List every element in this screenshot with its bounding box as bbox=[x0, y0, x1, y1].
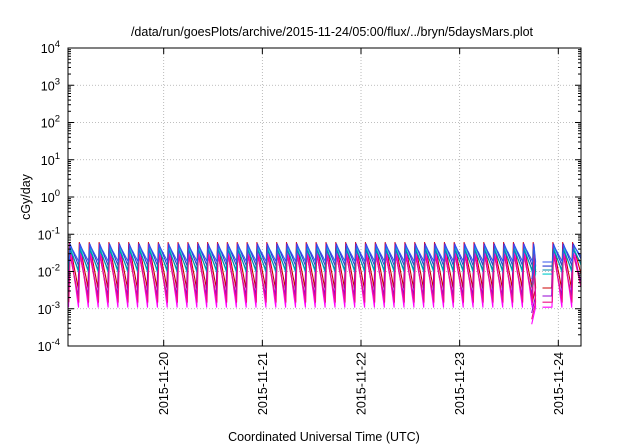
x-tick-label: 2015-11-22 bbox=[355, 352, 369, 415]
y-tick-label: 10-2 bbox=[38, 263, 60, 280]
chart-title: /data/run/goesPlots/archive/2015-11-24/0… bbox=[131, 25, 534, 39]
y-tick-label: 10-4 bbox=[38, 337, 60, 354]
y-axis-label: cGy/day bbox=[19, 173, 33, 220]
x-tick-label: 2015-11-23 bbox=[453, 352, 467, 415]
y-tick-label: 100 bbox=[41, 188, 60, 205]
x-tick-labels: 2015-11-20 2015-11-21 2015-11-22 2015-11-23… bbox=[157, 352, 566, 415]
y-tick-labels: 10-4 10-3 10-2 10-1 100 101 102 103 104 bbox=[38, 39, 60, 354]
y-tick-label: 101 bbox=[41, 151, 60, 168]
series-line bbox=[68, 244, 581, 280]
y-tick-label: 10-1 bbox=[38, 225, 60, 242]
x-tick-label: 2015-11-21 bbox=[256, 352, 270, 415]
y-tick-label: 103 bbox=[41, 76, 60, 93]
series-lines bbox=[68, 241, 581, 325]
y-tick-label: 104 bbox=[41, 39, 60, 56]
x-axis-label: Coordinated Universal Time (UTC) bbox=[228, 430, 420, 444]
axis-ticks bbox=[68, 47, 581, 347]
x-tick-label: 2015-11-20 bbox=[157, 352, 171, 415]
y-tick-label: 10-3 bbox=[38, 300, 60, 317]
y-tick-label: 102 bbox=[41, 114, 60, 131]
x-tick-label: 2015-11-24 bbox=[552, 352, 566, 415]
